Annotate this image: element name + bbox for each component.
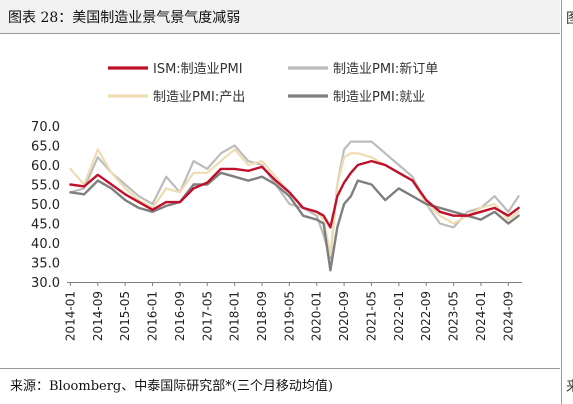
- x-tick-label: 2020-09: [337, 291, 351, 341]
- y-tick-label: 35.0: [31, 257, 60, 272]
- x-tick-label: 2023-05: [447, 291, 461, 341]
- series-line-3: [69, 171, 520, 272]
- figure-title-bar: 图表 28：美国制造业景气景气度减弱: [0, 0, 560, 34]
- y-tick-label: 60.0: [31, 159, 60, 174]
- figure-title: 图表 28：美国制造业景气景气度减弱: [8, 10, 241, 26]
- x-tick-label: 2014-01: [63, 291, 77, 341]
- source-note: 来源：Bloomberg、中泰国际研究部*(三个月移动均值): [10, 379, 333, 394]
- y-tick-label: 70.0: [31, 120, 60, 135]
- x-tick-label: 2022-09: [419, 291, 433, 341]
- legend-label-0: ISM:制造业PMI: [153, 62, 243, 77]
- y-tick-label: 40.0: [31, 237, 60, 252]
- x-tick-label: 2016-01: [146, 291, 160, 341]
- x-axis: 2014-01 2014-09 2015-05 2016-01 2016-09 2017-…: [63, 282, 522, 341]
- y-tick-label: 50.0: [31, 198, 60, 213]
- legend-label-1: 制造业PMI:新订单: [333, 61, 438, 77]
- x-tick-label: 2019-05: [282, 291, 296, 341]
- y-axis: 30.0 35.0 40.0 45.0 50.0 55.0 60.0 65.0 70.0: [31, 120, 60, 291]
- series-line-0: [69, 159, 520, 229]
- y-tick-label: 45.0: [31, 218, 60, 233]
- adjacent-column-title-fragment: 图: [566, 8, 573, 28]
- y-tick-label: 30.0: [31, 276, 60, 291]
- x-tick-label: 2014-09: [91, 291, 105, 341]
- legend-label-2: 制造业PMI:产出: [153, 90, 245, 105]
- column-divider: [561, 0, 562, 404]
- legend-label-3: 制造业PMI:就业: [333, 90, 425, 105]
- y-tick-label: 65.0: [31, 140, 60, 155]
- x-tick-label: 2024-01: [474, 291, 488, 341]
- source-divider: [0, 368, 560, 369]
- x-tick-label: 2017-05: [200, 291, 214, 341]
- series-lines: [69, 140, 520, 272]
- x-tick-label: 2018-01: [228, 291, 242, 341]
- x-tick-label: 2020-01: [310, 291, 324, 341]
- x-tick-label: 2022-01: [392, 291, 406, 341]
- x-tick-label: 2016-09: [173, 291, 187, 341]
- x-tick-label: 2021-05: [364, 291, 378, 341]
- x-tick-label: 2018-09: [255, 291, 269, 341]
- x-tick-label: 2024-09: [501, 291, 515, 341]
- adjacent-column-source-fragment: 来: [566, 376, 573, 396]
- x-tick-label: 2015-05: [118, 291, 132, 341]
- series-line-1: [69, 140, 520, 260]
- y-tick-label: 55.0: [31, 179, 60, 194]
